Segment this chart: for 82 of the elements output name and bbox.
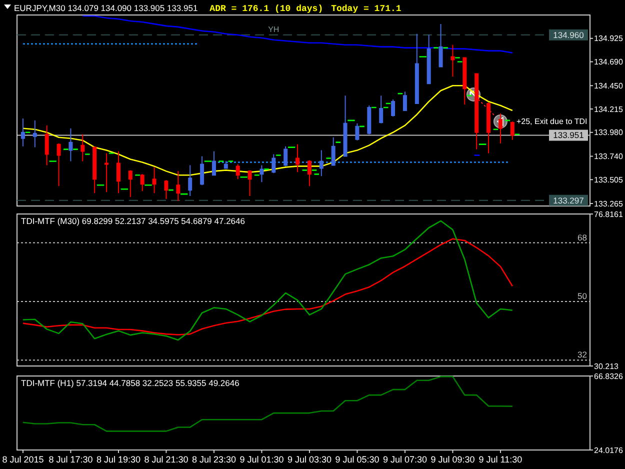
y-tick-label: 134.450 [594,81,624,90]
candlestick [331,136,336,166]
candlestick [426,34,431,84]
candlestick [56,142,61,187]
candlestick [188,164,192,197]
y-tick-label: 133.505 [594,175,624,184]
candlestick [152,166,156,194]
candlestick [402,91,407,111]
x-tick-label: 9 Jul 05:30 [335,454,380,464]
candlestick [462,57,467,106]
candlestick [104,152,109,193]
candlestick [498,112,502,144]
line-series [82,15,514,54]
annotation: +25, Exit due to TDI [516,117,588,126]
text: Today = 171.1 [331,4,402,14]
y-tick-label: 24.0176 [594,446,624,455]
y-tick-label: 133.740 [594,152,624,162]
candlestick [343,95,348,157]
x-tick-label: 8 Jul 2015 [2,454,44,464]
candlestick [176,170,180,202]
ref-line-label: 50 [578,290,588,301]
candlestick [474,73,479,150]
text: ADR = 176.1 (10 days) [210,4,324,14]
candlestick [200,156,204,186]
ref-line-label: 133.297 [553,195,584,206]
candlestick [236,164,240,180]
x-tick-label: 9 Jul 09:30 [430,454,475,464]
y-tick-label: 66.8326 [594,372,624,381]
candlestick [92,146,97,194]
x-tick-label: 9 Jul 07:30 [382,454,427,464]
ref-line-label: 68 [578,232,588,242]
candlestick [486,102,491,154]
candlestick [284,146,288,167]
candlestick [367,105,372,135]
ref-line-label: 133.951 [553,130,584,140]
candlestick [212,150,216,176]
x-tick-label: 8 Jul 23:30 [192,454,236,464]
x-tick-label: 8 Jul 17:30 [48,454,93,464]
x-tick-label: 9 Jul 01:30 [240,454,284,464]
candlestick [68,128,73,162]
candlestick [128,170,132,198]
y-tick-label: 30.213 [594,362,620,371]
chart-title: EURJPY,M30 134.079 134.090 133.905 133.951 [14,3,198,13]
candlestick [272,154,276,174]
candlestick [355,122,360,141]
candlestick [44,124,49,166]
line-series [22,84,514,176]
chart-title: TDI-MTF (H1) 57.3194 44.7858 32.2523 55.9355 49.2646 [21,378,240,388]
candlestick [391,99,396,117]
candlestick [260,164,264,183]
y-tick-label: 134.690 [594,58,624,67]
candlestick [224,160,228,169]
candlestick [438,23,443,68]
candlestick [116,150,120,194]
annotation: YH [268,24,280,34]
candlestick [319,150,324,177]
candlestick [20,118,25,147]
candlestick [296,144,300,173]
y-tick-label: 76.8161 [594,210,624,219]
x-tick-label: 8 Jul 21:30 [144,454,188,464]
line-series [22,238,514,336]
chart-title: TDI-MTF (M30) 69.8299 52.2137 34.5975 54.6879 47.2646 [21,216,246,226]
candlestick [164,180,168,200]
y-tick-label: 134.925 [594,34,624,44]
candlestick [414,33,419,104]
ref-line-label: 32 [578,350,588,360]
x-tick-label: 9 Jul 03:30 [287,454,332,464]
candlestick [140,174,144,192]
x-tick-label: 8 Jul 19:30 [96,454,140,464]
candlestick [510,120,514,140]
candlestick [450,44,455,78]
ref-line-label: 134.960 [553,30,584,40]
y-tick-label: 133.980 [594,128,624,138]
candlestick [248,170,252,197]
y-tick-label: 134.215 [594,104,624,114]
x-tick-label: 9 Jul 11:30 [478,454,522,464]
candlestick [379,95,384,124]
candlestick [80,134,85,162]
line-series [22,376,514,432]
candlestick [307,160,312,187]
candlestick [32,120,37,148]
y-tick-label: 133.265 [594,199,624,208]
